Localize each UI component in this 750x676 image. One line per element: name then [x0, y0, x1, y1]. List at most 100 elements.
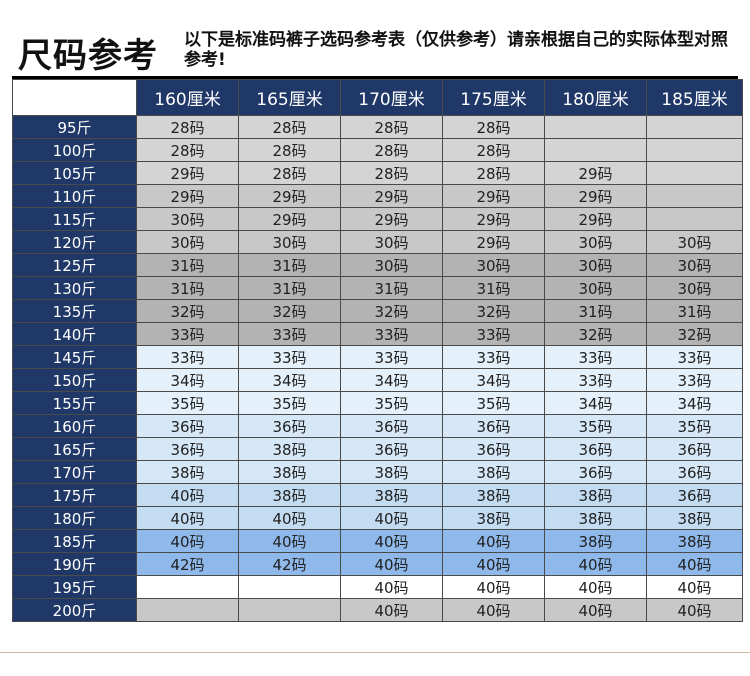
weight-label: 140斤 [12, 322, 137, 346]
size-cell: 32码 [238, 299, 341, 323]
weight-label: 180斤 [12, 506, 137, 530]
size-cell: 33码 [646, 368, 743, 392]
size-cell: 28码 [340, 161, 443, 185]
size-cell: 35码 [238, 391, 341, 415]
size-cell: 34码 [646, 391, 743, 415]
size-cell: 28码 [442, 161, 545, 185]
table-row: 190斤 42码 42码 40码 40码 40码 40码 [12, 552, 743, 576]
size-cell: 32码 [136, 299, 239, 323]
table-row: 175斤 40码 38码 38码 38码 38码 36码 [12, 483, 743, 507]
height-header: 170厘米 [340, 79, 443, 116]
weight-label: 145斤 [12, 345, 137, 369]
size-cell: 31码 [136, 253, 239, 277]
size-cell: 36码 [136, 437, 239, 461]
size-cell: 40码 [340, 529, 443, 553]
size-cell: 38码 [442, 506, 545, 530]
weight-label: 135斤 [12, 299, 137, 323]
size-cell: 30码 [442, 253, 545, 277]
weight-label: 175斤 [12, 483, 137, 507]
size-cell: 36码 [646, 460, 743, 484]
size-cell: 40码 [544, 575, 647, 599]
size-cell: 31码 [136, 276, 239, 300]
size-cell: 40码 [340, 552, 443, 576]
size-cell: 29码 [136, 184, 239, 208]
size-cell: 35码 [442, 391, 545, 415]
weight-label: 195斤 [12, 575, 137, 599]
size-cell: 33码 [238, 322, 341, 346]
table-row: 145斤 33码 33码 33码 33码 33码 33码 [12, 345, 743, 369]
size-cell: 36码 [544, 437, 647, 461]
size-cell: 30码 [544, 253, 647, 277]
size-cell: 33码 [544, 345, 647, 369]
size-cell: 38码 [238, 483, 341, 507]
size-cell: 38码 [340, 483, 443, 507]
size-cell: 28码 [340, 138, 443, 162]
size-cell: 29码 [238, 207, 341, 231]
weight-label: 95斤 [12, 115, 137, 139]
size-cell: 36码 [442, 437, 545, 461]
size-cell [238, 575, 341, 599]
size-cell: 31码 [238, 253, 341, 277]
table-row: 100斤 28码 28码 28码 28码 [12, 138, 743, 162]
weight-label: 185斤 [12, 529, 137, 553]
table-row: 200斤 40码 40码 40码 40码 [12, 598, 743, 622]
size-cell: 40码 [136, 529, 239, 553]
title-bar: 尺码参考 以下是标准码裤子选码参考表（仅供参考）请亲根据自己的实际体型对照参考! [12, 22, 738, 79]
size-cell: 36码 [340, 437, 443, 461]
size-cell: 29码 [340, 184, 443, 208]
size-cell: 40码 [442, 552, 545, 576]
size-cell: 40码 [442, 529, 545, 553]
table-row: 105斤 29码 28码 28码 28码 29码 [12, 161, 743, 185]
size-cell: 33码 [136, 322, 239, 346]
table-row: 185斤 40码 40码 40码 40码 38码 38码 [12, 529, 743, 553]
size-cell: 38码 [238, 460, 341, 484]
size-cell: 40码 [442, 575, 545, 599]
size-cell: 38码 [442, 483, 545, 507]
size-cell: 29码 [442, 230, 545, 254]
table-row: 140斤 33码 33码 33码 33码 32码 32码 [12, 322, 743, 346]
size-cell: 36码 [544, 460, 647, 484]
size-cell: 28码 [136, 138, 239, 162]
table-row: 195斤 40码 40码 40码 40码 [12, 575, 743, 599]
size-cell: 31码 [544, 299, 647, 323]
size-cell: 28码 [442, 138, 545, 162]
size-cell: 40码 [136, 483, 239, 507]
size-cell: 40码 [442, 598, 545, 622]
weight-label: 120斤 [12, 230, 137, 254]
size-cell: 40码 [646, 575, 743, 599]
size-cell [136, 598, 239, 622]
size-cell: 29码 [442, 207, 545, 231]
size-cell: 30码 [238, 230, 341, 254]
size-cell: 38码 [544, 483, 647, 507]
page-title: 尺码参考 [18, 36, 158, 76]
size-cell: 31码 [442, 276, 545, 300]
weight-label: 110斤 [12, 184, 137, 208]
table-row: 150斤 34码 34码 34码 34码 33码 33码 [12, 368, 743, 392]
size-cell [544, 115, 647, 139]
size-cell: 36码 [442, 414, 545, 438]
table-row: 155斤 35码 35码 35码 35码 34码 34码 [12, 391, 743, 415]
table-row: 135斤 32码 32码 32码 32码 31码 31码 [12, 299, 743, 323]
size-cell: 29码 [238, 184, 341, 208]
size-cell: 30码 [136, 230, 239, 254]
size-cell: 33码 [544, 368, 647, 392]
size-cell: 33码 [646, 345, 743, 369]
weight-label: 160斤 [12, 414, 137, 438]
size-cell: 30码 [646, 230, 743, 254]
size-cell: 30码 [136, 207, 239, 231]
size-cell [646, 184, 743, 208]
size-cell: 38码 [646, 529, 743, 553]
size-cell: 32码 [340, 299, 443, 323]
size-cell: 40码 [340, 506, 443, 530]
weight-label: 165斤 [12, 437, 137, 461]
size-cell: 40码 [340, 598, 443, 622]
size-cell: 34码 [238, 368, 341, 392]
size-cell: 38码 [544, 529, 647, 553]
height-header: 175厘米 [442, 79, 545, 116]
size-cell: 38码 [340, 460, 443, 484]
size-cell: 32码 [442, 299, 545, 323]
size-cell [136, 575, 239, 599]
size-cell: 36码 [646, 437, 743, 461]
height-header: 165厘米 [238, 79, 341, 116]
size-cell: 40码 [238, 529, 341, 553]
